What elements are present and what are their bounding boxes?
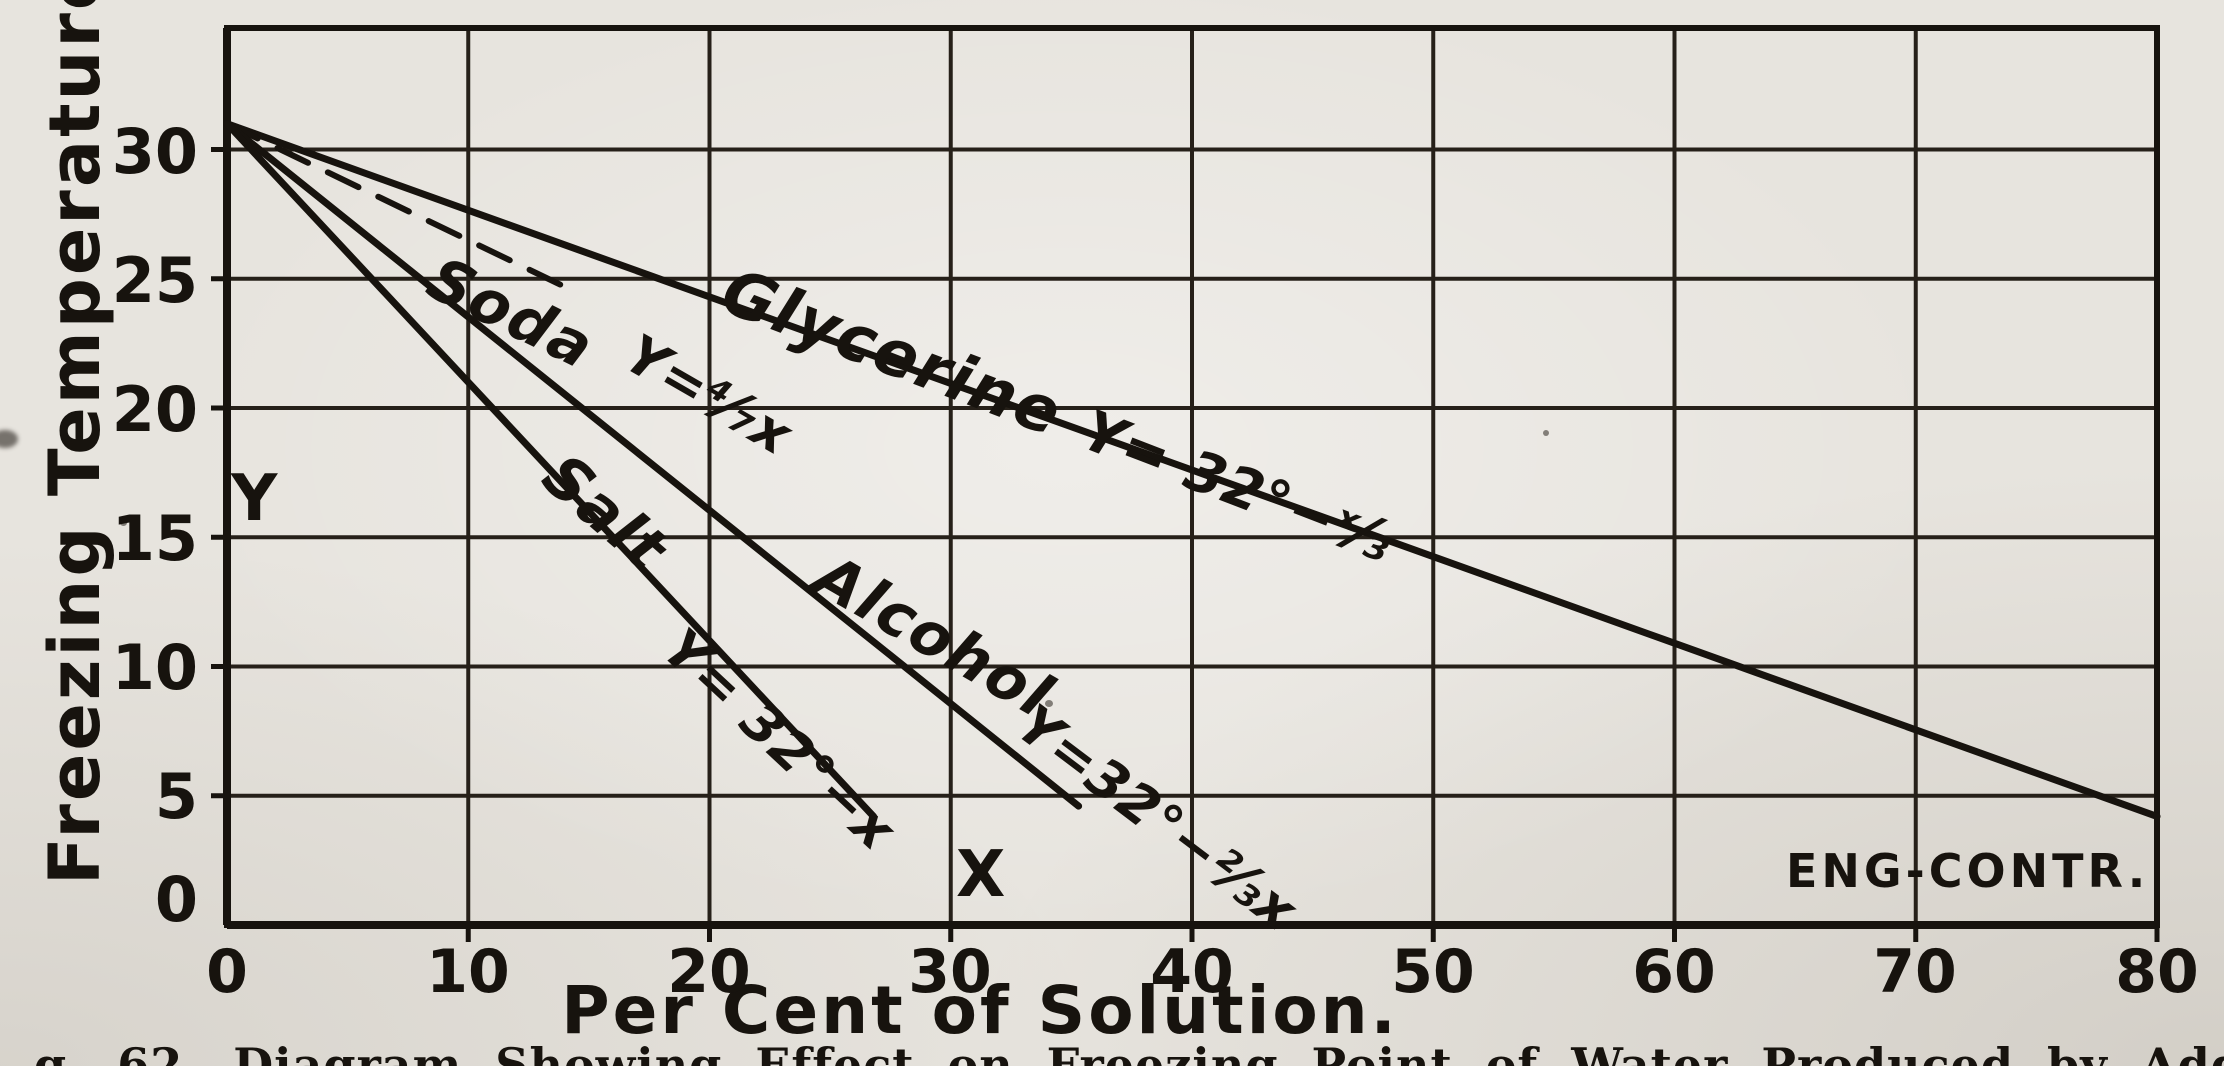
scan-speck <box>1045 700 1053 707</box>
x-axis-title: Per Cent of Solution. <box>561 972 1399 1049</box>
source-credit: ENG-CONTR. <box>1786 844 2150 898</box>
x-tick-label-40: 40 <box>1150 937 1234 1007</box>
scan-speck <box>120 520 127 526</box>
y-tick-label-0: 0 <box>154 863 198 936</box>
series-line-soda <box>224 120 573 293</box>
y-tick-label-10: 10 <box>111 631 198 704</box>
x-tick-label-80: 80 <box>2115 937 2199 1007</box>
scan-speck <box>1543 430 1549 436</box>
x-tick-label-0: 0 <box>206 937 248 1007</box>
x-tick-label-20: 20 <box>667 937 751 1007</box>
figure-caption: g. 62. Diagram Showing Effect on Freezin… <box>34 1038 2224 1066</box>
series-line-alcohol <box>223 120 1083 810</box>
y-tick-label-20: 20 <box>111 373 198 446</box>
x-tick-label-10: 10 <box>426 937 510 1007</box>
x-tick-label-30: 30 <box>908 937 992 1007</box>
y-tick-label-5: 5 <box>154 760 198 833</box>
series-line-salt <box>223 120 878 820</box>
series-line-glycerine <box>223 120 2161 820</box>
y-tick-label-25: 25 <box>111 244 198 317</box>
x-tick-label-60: 60 <box>1632 937 1716 1007</box>
y-tick-label-30: 30 <box>111 115 198 188</box>
y-tick-label-15: 15 <box>111 502 198 575</box>
x-tick-label-70: 70 <box>1873 937 1957 1007</box>
y-axis-marker: Y <box>231 462 278 536</box>
scan-smudge <box>0 430 18 448</box>
x-axis-marker: X <box>956 838 1006 912</box>
x-tick-label-50: 50 <box>1391 937 1475 1007</box>
